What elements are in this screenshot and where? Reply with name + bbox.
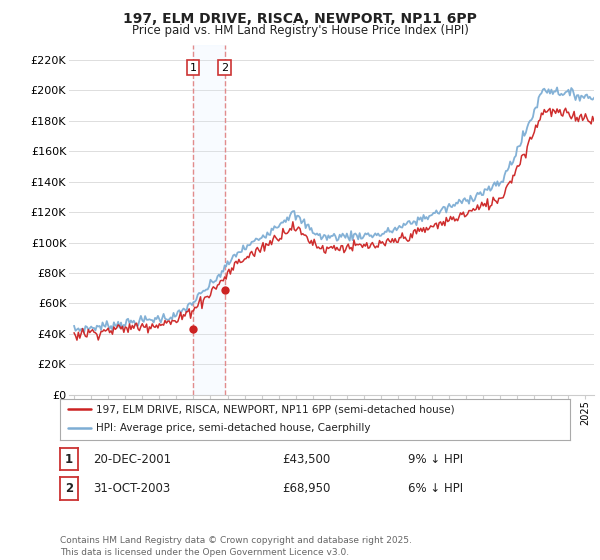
Text: 1: 1 [65, 452, 73, 466]
Text: HPI: Average price, semi-detached house, Caerphilly: HPI: Average price, semi-detached house,… [96, 423, 370, 433]
Text: 31-OCT-2003: 31-OCT-2003 [93, 482, 170, 495]
Text: Contains HM Land Registry data © Crown copyright and database right 2025.
This d: Contains HM Land Registry data © Crown c… [60, 536, 412, 557]
Text: 197, ELM DRIVE, RISCA, NEWPORT, NP11 6PP: 197, ELM DRIVE, RISCA, NEWPORT, NP11 6PP [123, 12, 477, 26]
Bar [193, 45, 224, 395]
Text: 2: 2 [65, 482, 73, 495]
Text: 197, ELM DRIVE, RISCA, NEWPORT, NP11 6PP (semi-detached house): 197, ELM DRIVE, RISCA, NEWPORT, NP11 6PP… [96, 404, 454, 414]
Text: £68,950: £68,950 [282, 482, 331, 495]
Text: 6% ↓ HPI: 6% ↓ HPI [408, 482, 463, 495]
Text: 1: 1 [190, 63, 196, 73]
Text: £43,500: £43,500 [282, 452, 330, 466]
Text: 2: 2 [221, 63, 228, 73]
Text: Price paid vs. HM Land Registry's House Price Index (HPI): Price paid vs. HM Land Registry's House … [131, 24, 469, 37]
Text: 20-DEC-2001: 20-DEC-2001 [93, 452, 171, 466]
Text: 9% ↓ HPI: 9% ↓ HPI [408, 452, 463, 466]
